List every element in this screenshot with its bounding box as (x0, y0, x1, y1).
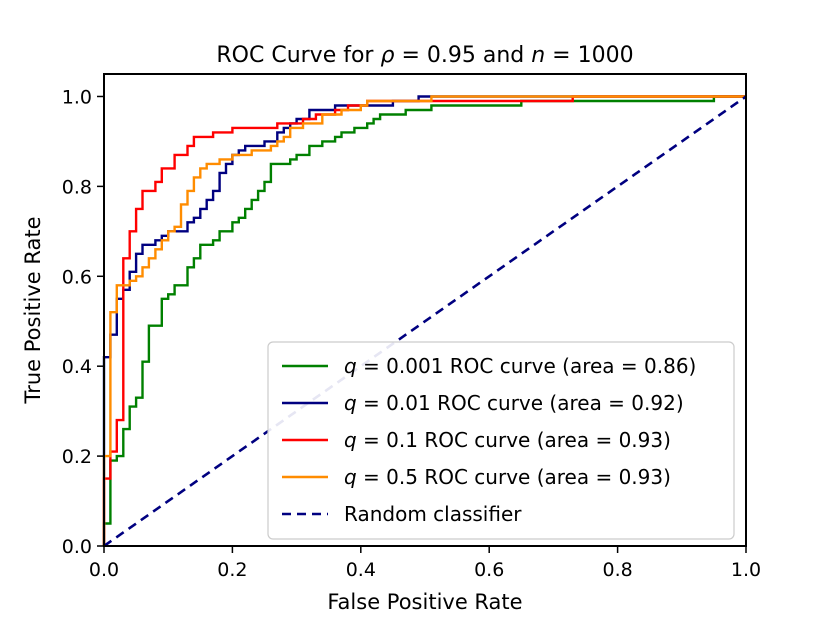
series-line-2 (102, 95, 746, 546)
x-axis-label: False Positive Rate (327, 590, 522, 614)
legend-var: q (344, 465, 357, 489)
y-tick-label: 0.2 (62, 446, 92, 468)
legend-var: q (344, 354, 357, 378)
legend-var: q (344, 391, 357, 415)
legend-text: = 0.5 ROC curve (area = 0.93) (357, 465, 671, 489)
legend-text: = 0.001 ROC curve (area = 0.86) (357, 354, 697, 378)
x-tick-label: 0.0 (89, 559, 119, 581)
legend-entry-3: q = 0.1 ROC curve (area = 0.93) (344, 428, 671, 452)
legend-box (267, 341, 735, 540)
y-tick-label: 0.0 (62, 536, 92, 558)
series-line-3 (102, 95, 746, 546)
legend-text: = 0.01 ROC curve (area = 0.92) (357, 391, 684, 415)
x-tick-label: 0.8 (602, 559, 632, 581)
series-line-1 (102, 95, 746, 546)
legend: q = 0.001 ROC curve (area = 0.86)q = 0.0… (267, 341, 735, 540)
series-line-4 (102, 95, 746, 546)
y-tick-label: 0.6 (62, 266, 92, 288)
series-line-5 (103, 95, 747, 548)
x-tick-label: 0.2 (217, 559, 247, 581)
y-axis-label: True Positive Rate (21, 216, 45, 404)
legend-var: q (344, 428, 357, 452)
title-mid1: = 0.95 and (394, 43, 531, 68)
legend-text: = 0.1 ROC curve (area = 0.93) (357, 428, 671, 452)
legend-text: Random classifier (344, 502, 522, 526)
title-var-n: n (531, 43, 545, 68)
x-tick-label: 0.4 (346, 559, 376, 581)
title-prefix: ROC Curve for (216, 43, 380, 68)
legend-entry-5: Random classifier (344, 502, 522, 526)
legend-entry-4: q = 0.5 ROC curve (area = 0.93) (344, 465, 671, 489)
title-var-rho: ρ (380, 43, 394, 68)
y-tick-label: 1.0 (62, 86, 92, 108)
plot-frame (103, 73, 747, 547)
legend-entry-1: q = 0.001 ROC curve (area = 0.86) (344, 354, 696, 378)
x-tick-label: 0.6 (474, 559, 504, 581)
legend-entry-2: q = 0.01 ROC curve (area = 0.92) (344, 391, 684, 415)
series-layer (102, 95, 747, 548)
x-tick-label: 1.0 (731, 559, 761, 581)
y-tick-label: 0.8 (62, 176, 92, 198)
ticks-layer: 0.0 0.2 0.4 0.6 0.8 1.0 0.0 0.2 0.4 0.6 0.8 1.0 (62, 86, 761, 581)
chart-title: ROC Curve for ρ = 0.95 and n = 1000 (216, 43, 633, 68)
y-tick-label: 0.4 (62, 356, 92, 378)
title-mid2: = 1000 (545, 43, 633, 68)
